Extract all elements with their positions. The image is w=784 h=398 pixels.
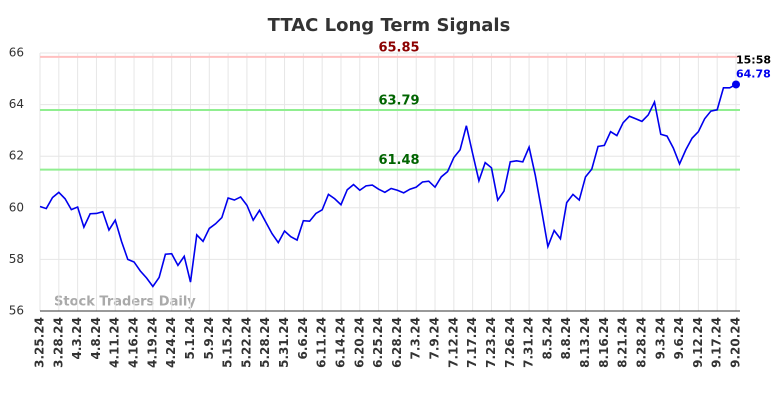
x-tick-label: 6.14.24 [333, 317, 347, 368]
x-tick-label: 8.16.24 [597, 317, 611, 368]
x-tick-label: 4.24.24 [164, 317, 178, 368]
y-tick-label: 56 [9, 304, 24, 318]
y-tick-label: 60 [9, 200, 24, 214]
reference-label: 65.85 [378, 40, 419, 55]
x-tick-label: 7.31.24 [522, 317, 536, 368]
x-tick-label: 9.3.24 [653, 317, 667, 360]
x-tick-label: 7.26.24 [503, 317, 517, 368]
x-tick-label: 8.21.24 [616, 317, 630, 368]
price-line [39, 83, 737, 288]
x-tick-label: 9.12.24 [691, 317, 705, 368]
x-tick-label: 8.13.24 [578, 317, 592, 368]
x-tick-label: 3.28.24 [51, 317, 65, 368]
x-tick-label: 6.6.24 [296, 317, 310, 360]
x-tick-label: 9.20.24 [729, 317, 743, 368]
x-tick-label: 6.25.24 [371, 317, 385, 368]
x-tick-label: 5.9.24 [202, 317, 216, 360]
x-tick-label: 8.8.24 [559, 317, 573, 360]
last-value: 64.78 [736, 67, 771, 80]
x-tick-label: 4.16.24 [127, 317, 141, 368]
x-tick-label: 7.9.24 [428, 317, 442, 360]
x-tick-label: 4.11.24 [108, 317, 122, 368]
x-tick-label: 9.17.24 [710, 317, 724, 368]
last-point [732, 80, 740, 89]
x-tick-label: 7.23.24 [484, 317, 498, 368]
x-tick-label: 6.20.24 [352, 317, 366, 368]
y-tick-label: 64 [9, 97, 24, 111]
x-tick-label: 7.12.24 [446, 317, 460, 368]
x-tick-label: 6.11.24 [315, 317, 329, 368]
watermark: Stock Traders Daily [54, 295, 196, 310]
x-tick-label: 6.28.24 [390, 317, 404, 368]
x-tick-label: 3.25.24 [33, 317, 47, 368]
x-tick-label: 8.5.24 [540, 317, 554, 360]
y-tick-label: 58 [9, 252, 24, 266]
x-tick-label: 5.31.24 [277, 317, 291, 368]
x-tick-label: 4.8.24 [89, 317, 103, 360]
x-tick-label: 4.19.24 [145, 317, 159, 368]
x-tick-label: 5.28.24 [258, 317, 272, 368]
x-tick-label: 5.22.24 [239, 317, 253, 368]
x-tick-label: 4.3.24 [70, 317, 84, 360]
reference-label: 63.79 [378, 94, 419, 109]
x-tick-label: 7.3.24 [409, 317, 423, 360]
x-tick-label: 8.28.24 [634, 317, 648, 368]
y-tick-label: 62 [9, 149, 24, 163]
x-tick-label: 5.1.24 [183, 317, 197, 360]
last-time: 15:58 [736, 53, 771, 66]
y-tick-label: 66 [9, 46, 24, 60]
x-tick-label: 7.17.24 [465, 317, 479, 368]
x-tick-label: 9.6.24 [672, 317, 686, 360]
chart-title: TTAC Long Term Signals [268, 15, 511, 36]
x-tick-label: 5.15.24 [221, 317, 235, 368]
reference-label: 61.48 [378, 153, 419, 168]
